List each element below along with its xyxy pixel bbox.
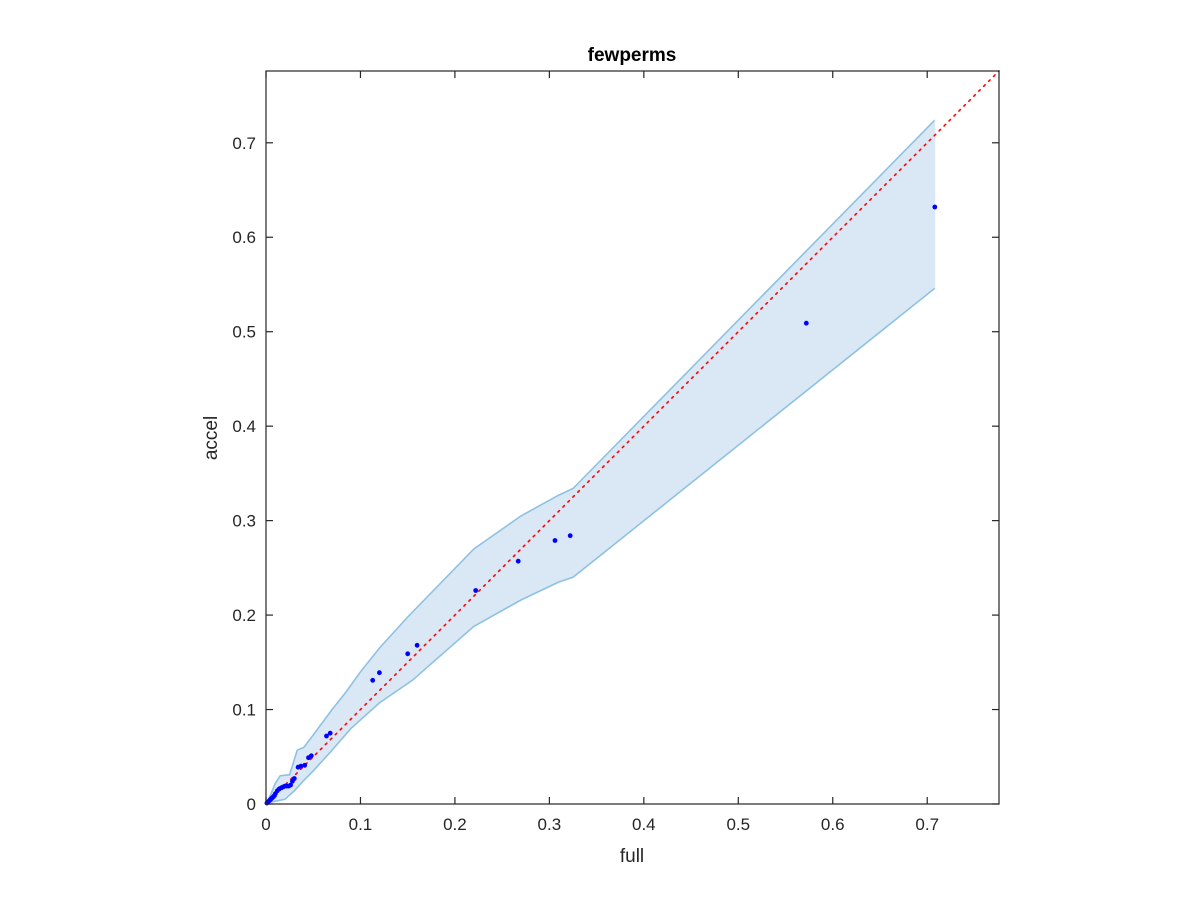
data-point bbox=[803, 320, 809, 326]
data-point bbox=[377, 670, 382, 676]
y-tick-label: 0.3 bbox=[232, 512, 256, 531]
data-point bbox=[515, 558, 521, 564]
y-tick-label: 0 bbox=[247, 795, 256, 814]
y-tick-label: 0.5 bbox=[232, 323, 256, 342]
y-tick-label: 0.2 bbox=[232, 606, 256, 625]
data-point bbox=[291, 776, 297, 781]
data-point bbox=[414, 642, 420, 648]
x-tick-label: 0.6 bbox=[821, 815, 845, 834]
y-tick-label: 0.4 bbox=[232, 417, 256, 436]
data-point bbox=[370, 677, 376, 683]
data-point bbox=[567, 533, 573, 539]
data-point bbox=[324, 733, 329, 739]
y-axis-title: accel bbox=[201, 416, 222, 460]
axes bbox=[265, 70, 1000, 805]
y-tick-label: 0.1 bbox=[232, 701, 256, 720]
x-tick-label: 0.5 bbox=[726, 815, 750, 834]
data-point bbox=[308, 753, 314, 759]
x-axis-title: full bbox=[620, 846, 644, 867]
x-tick-label: 0.3 bbox=[538, 815, 562, 834]
data-point bbox=[552, 538, 558, 543]
x-tick-label: 0.4 bbox=[632, 815, 656, 834]
data-point bbox=[298, 763, 304, 769]
x-tick-label: 0 bbox=[261, 815, 270, 834]
chart-title: fewperms bbox=[588, 45, 677, 66]
x-tick-label: 0.1 bbox=[349, 815, 373, 834]
data-point bbox=[288, 782, 293, 788]
data-point bbox=[473, 588, 479, 593]
band-upper-line bbox=[265, 119, 936, 805]
data-point bbox=[302, 762, 308, 768]
tick-labels: 0 0.1 0.2 0.3 0.4 0.5 0.6 0.7 0 0.1 0.2 0.3 0.4 0.5 0.… bbox=[232, 134, 939, 834]
confidence-band bbox=[265, 119, 936, 805]
x-tick-label: 0.7 bbox=[915, 815, 939, 834]
y-tick-label: 0.6 bbox=[232, 228, 256, 247]
band-lower-line bbox=[265, 287, 936, 805]
x-tick-label: 0.2 bbox=[443, 815, 467, 834]
data-point bbox=[405, 651, 411, 657]
data-point bbox=[932, 204, 938, 210]
plot-frame bbox=[265, 70, 1000, 805]
y-tick-label: 0.7 bbox=[232, 134, 256, 153]
reference-line-layer bbox=[265, 70, 1000, 805]
reference-line bbox=[265, 70, 1000, 805]
data-point bbox=[327, 730, 333, 736]
